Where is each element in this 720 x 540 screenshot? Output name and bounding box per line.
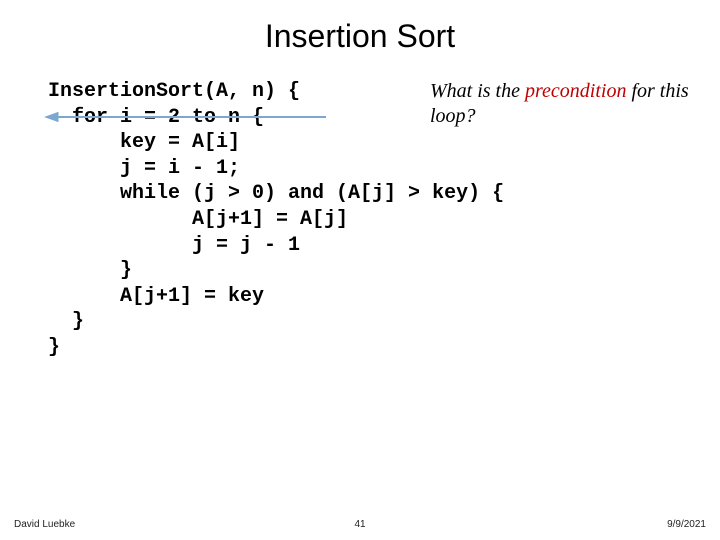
code-line-3: key = A[i] <box>48 131 240 154</box>
page-title: Insertion Sort <box>0 0 720 79</box>
annotation-emphasis: precondition <box>525 80 626 102</box>
footer-date: 9/9/2021 <box>667 519 706 530</box>
annotation-question: What is the precondition for this loop? <box>430 79 690 129</box>
code-line-5: while (j > 0) and (A[j] > key) { <box>48 182 504 205</box>
footer-page-number: 41 <box>354 519 365 530</box>
code-line-11: } <box>48 336 60 359</box>
code-line-8: } <box>48 259 132 282</box>
content-area: InsertionSort(A, n) { for i = 2 to n { k… <box>0 79 720 361</box>
code-line-1: InsertionSort(A, n) { <box>48 80 300 103</box>
code-line-4: j = i - 1; <box>48 157 240 180</box>
code-line-10: } <box>48 310 84 333</box>
annotation-prefix: What is the <box>430 80 525 102</box>
code-line-2: for i = 2 to n { <box>48 106 264 129</box>
code-line-6: A[j+1] = A[j] <box>48 208 348 231</box>
code-line-7: j = j - 1 <box>48 234 300 257</box>
code-line-9: A[j+1] = key <box>48 285 264 308</box>
footer-author: David Luebke <box>14 519 75 530</box>
